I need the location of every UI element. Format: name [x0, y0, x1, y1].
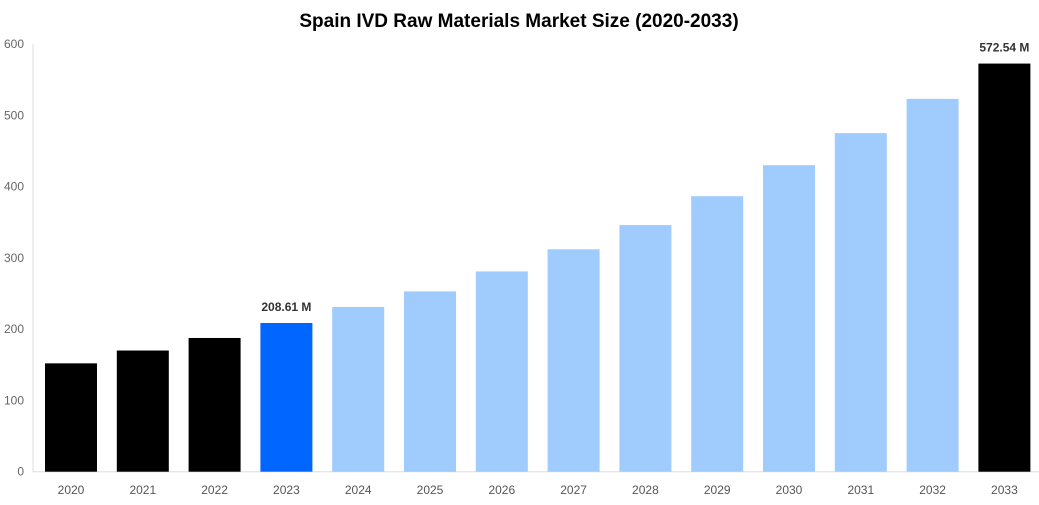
x-tick-label: 2026	[488, 483, 515, 497]
x-tick-label: 2028	[632, 483, 659, 497]
bar-2028	[619, 225, 672, 472]
x-tick-label: 2031	[847, 483, 874, 497]
chart-title: Spain IVD Raw Materials Market Size (202…	[299, 11, 738, 32]
bar-2032	[906, 98, 959, 472]
x-tick-label: 2032	[919, 483, 946, 497]
y-tick-label: 400	[4, 180, 24, 194]
x-tick-label: 2030	[776, 483, 803, 497]
x-tick-label: 2025	[417, 483, 444, 497]
bar-2021	[116, 350, 169, 472]
bar-2026	[475, 271, 528, 472]
y-tick-label: 100	[4, 393, 24, 407]
bar-2022	[188, 337, 241, 472]
y-tick-label: 500	[4, 108, 24, 122]
x-tick-label: 2027	[560, 483, 587, 497]
bar-2023	[260, 322, 313, 472]
x-tick-label: 2020	[58, 483, 85, 497]
data-label: 208.61 M	[261, 300, 311, 314]
x-tick-label: 2021	[129, 483, 156, 497]
bar-2027	[547, 249, 600, 472]
bar-2024	[332, 307, 385, 472]
x-tick-label: 2033	[991, 483, 1018, 497]
bar-2020	[45, 363, 97, 472]
x-tick-label: 2024	[345, 483, 372, 497]
bar-2029	[691, 196, 744, 472]
x-tick-label: 2022	[201, 483, 228, 497]
x-tick-label: 2023	[273, 483, 300, 497]
y-tick-label: 200	[4, 322, 24, 336]
bar-2033	[978, 63, 1031, 472]
x-tick-label: 2029	[704, 483, 731, 497]
bar-2031	[834, 133, 887, 472]
bar-2025	[404, 291, 456, 472]
y-tick-label: 600	[4, 37, 24, 51]
y-tick-label: 300	[4, 251, 24, 265]
data-label: 572.54 M	[979, 41, 1029, 55]
y-tick-label: 0	[17, 465, 24, 479]
bar-2030	[763, 165, 815, 472]
